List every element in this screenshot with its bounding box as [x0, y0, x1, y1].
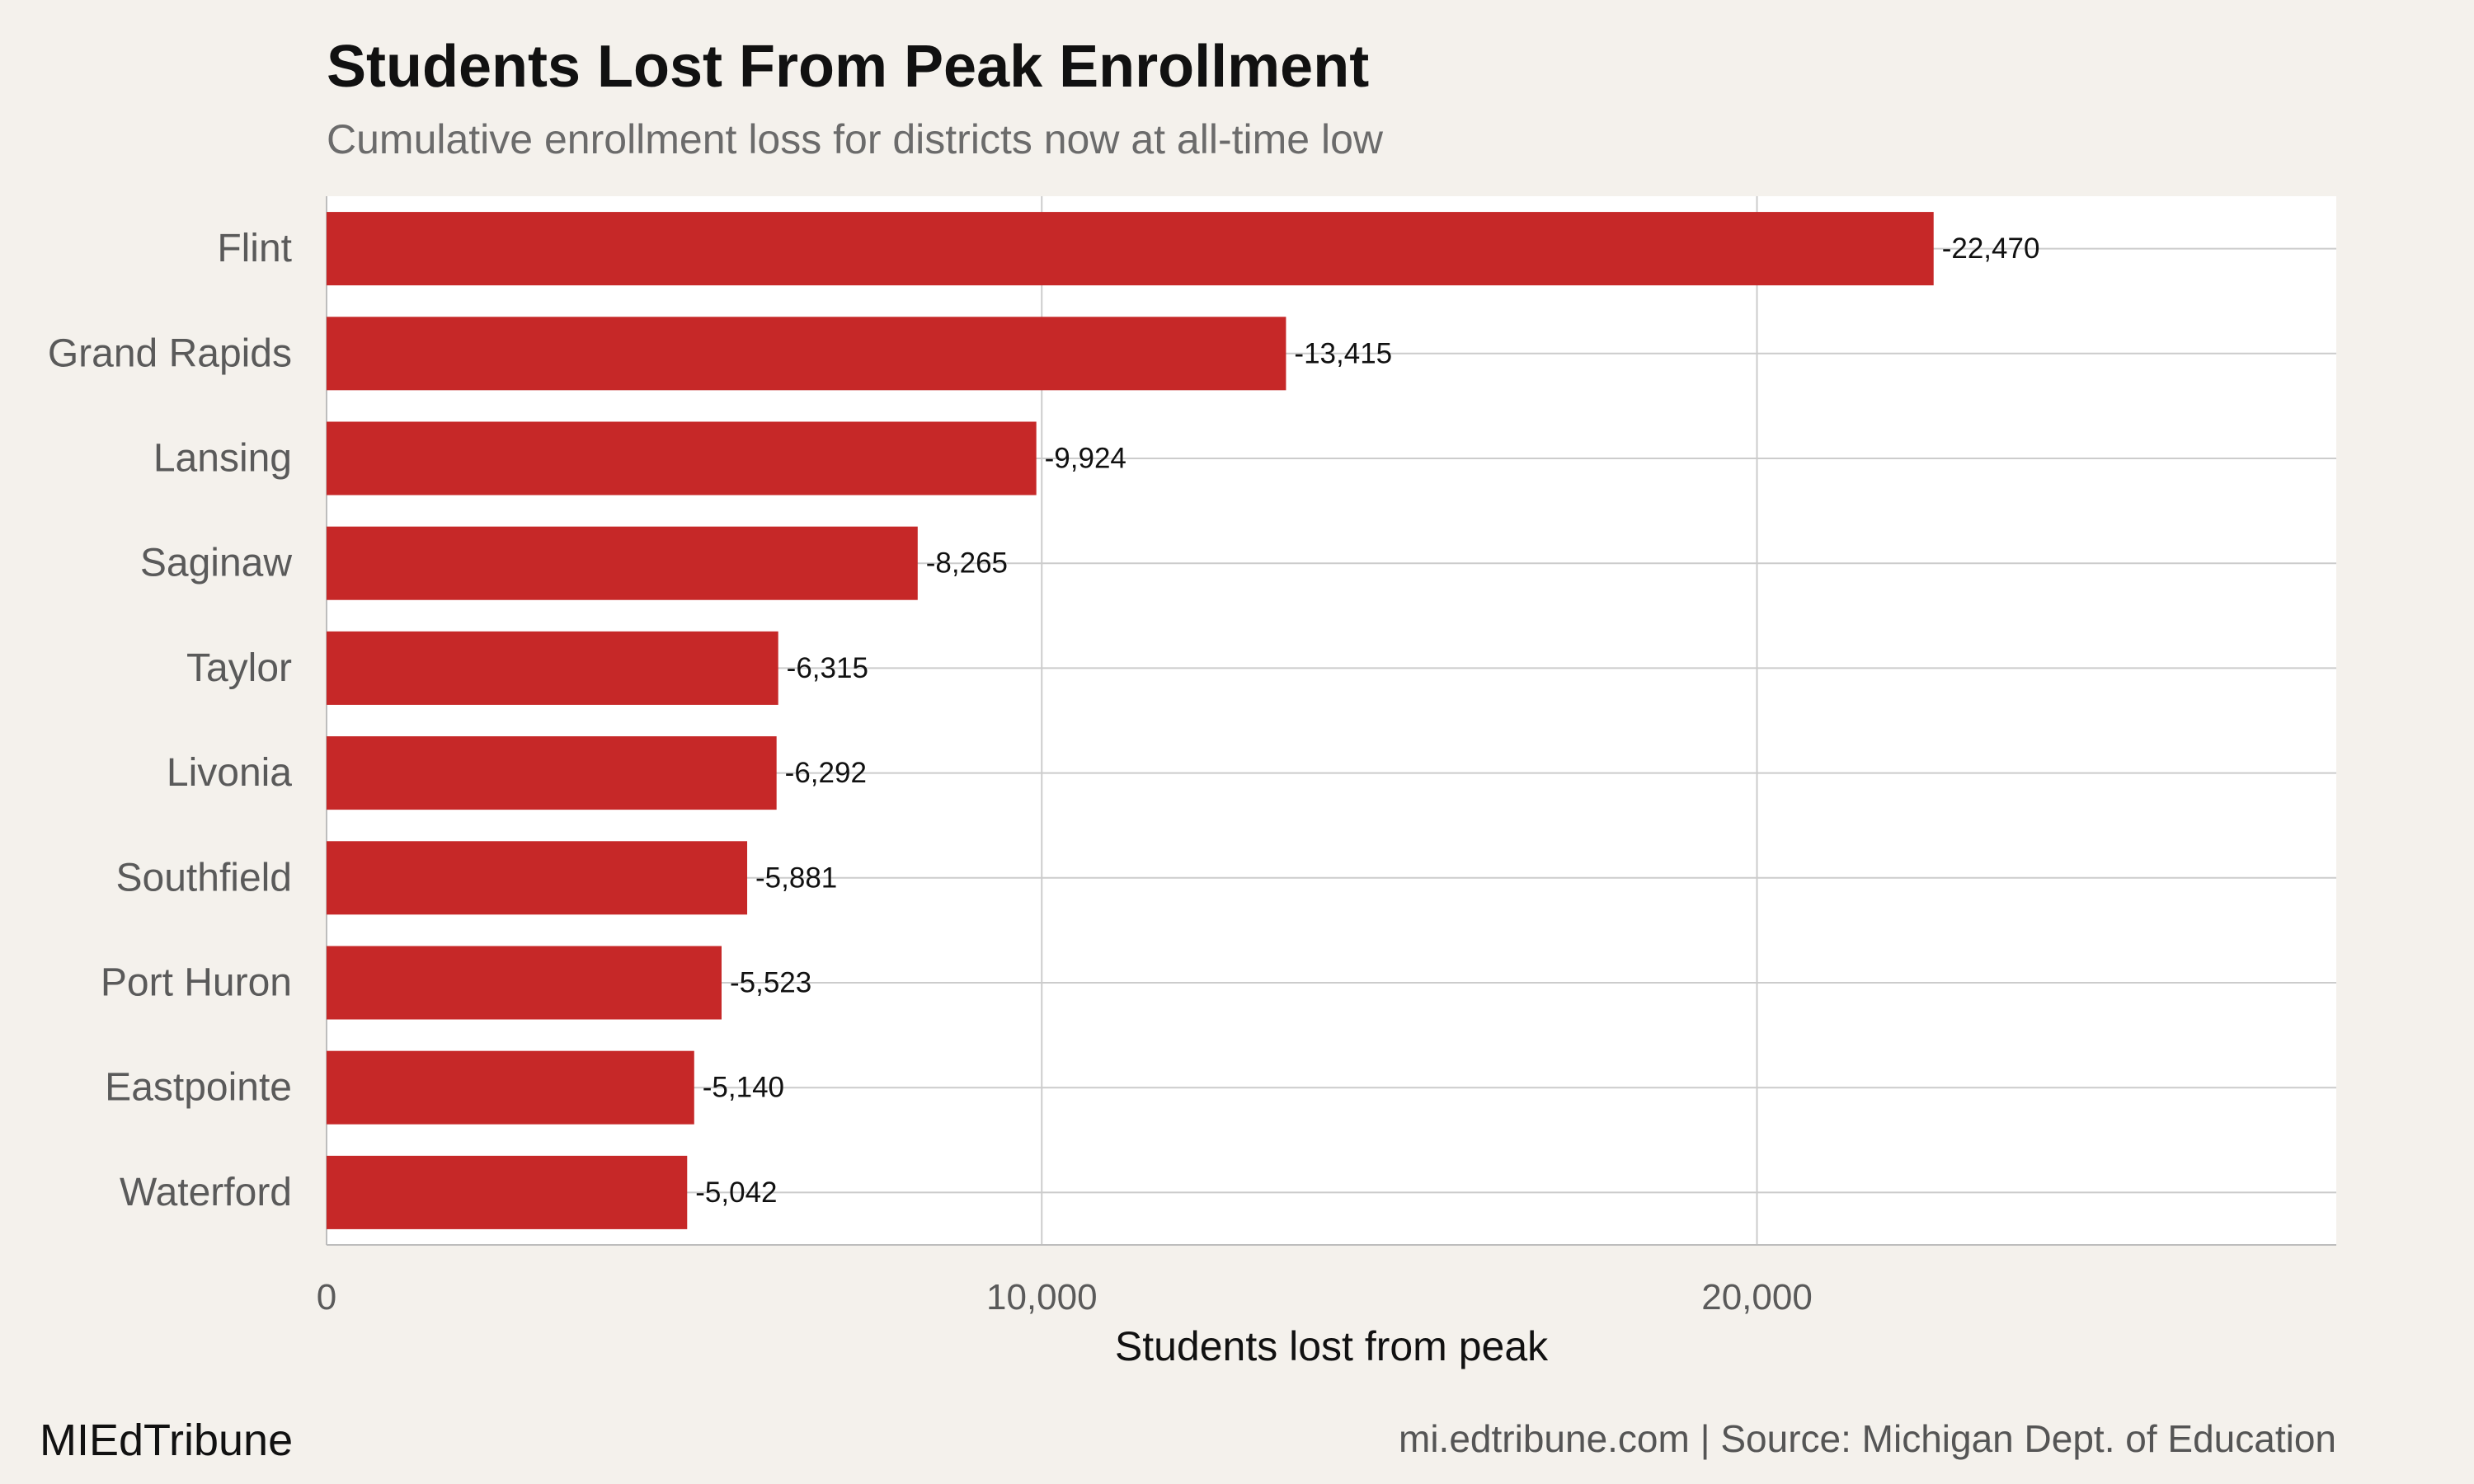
- brand-logo-text: MIEdTribune: [40, 1416, 294, 1465]
- data-label-8: -5,140: [703, 1072, 784, 1104]
- category-label-1: Grand Rapids: [48, 331, 292, 375]
- bar-3: [327, 526, 918, 600]
- x-tick-label-1: 10,000: [986, 1277, 1098, 1317]
- category-label-4: Taylor: [186, 646, 292, 690]
- bar-2: [327, 421, 1037, 495]
- data-label-7: -5,523: [730, 967, 811, 999]
- bar-4: [327, 631, 778, 705]
- category-label-8: Eastpointe: [105, 1066, 292, 1110]
- x-tick-label-0: 0: [317, 1277, 336, 1317]
- data-label-0: -22,470: [1942, 232, 2040, 265]
- data-label-6: -5,881: [755, 862, 837, 894]
- bar-9: [327, 1155, 688, 1229]
- bar-0: [327, 212, 1934, 286]
- x-axis-title: Students lost from peak: [1115, 1323, 1549, 1369]
- bar-8: [327, 1050, 694, 1125]
- bar-6: [327, 841, 748, 915]
- chart-title: Students Lost From Peak Enrollment: [327, 34, 1370, 100]
- bar-5: [327, 736, 777, 810]
- source-note: mi.edtribune.com | Source: Michigan Dept…: [1399, 1417, 2336, 1460]
- x-tick-label-2: 20,000: [1701, 1277, 1813, 1317]
- data-label-5: -6,292: [785, 757, 867, 789]
- data-label-2: -9,924: [1045, 443, 1126, 475]
- category-label-2: Lansing: [153, 437, 292, 481]
- category-label-7: Port Huron: [101, 961, 292, 1005]
- category-label-9: Waterford: [120, 1171, 292, 1214]
- bar-7: [327, 946, 722, 1020]
- bar-1: [327, 317, 1286, 391]
- category-label-6: Southfield: [116, 856, 293, 899]
- data-label-4: -6,315: [787, 652, 868, 684]
- category-label-3: Saginaw: [140, 542, 292, 585]
- chart-subtitle: Cumulative enrollment loss for districts…: [327, 116, 1383, 162]
- category-label-5: Livonia: [167, 751, 292, 795]
- category-label-0: Flint: [217, 227, 292, 270]
- data-label-9: -5,042: [695, 1176, 777, 1209]
- data-label-3: -8,265: [926, 547, 1008, 580]
- data-label-1: -13,415: [1294, 337, 1392, 369]
